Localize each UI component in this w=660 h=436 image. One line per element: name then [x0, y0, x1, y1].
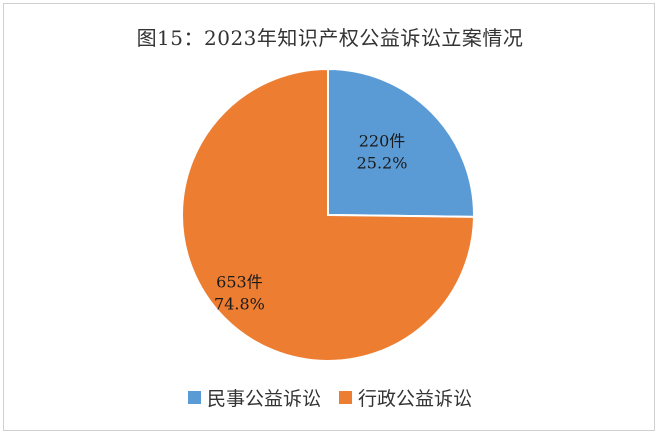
pie-slice-administrative — [181, 67, 476, 362]
legend-item-civil: 民事公益诉讼 — [187, 384, 321, 411]
data-label-percent-civil: 25.2% — [357, 154, 408, 173]
legend-label-administrative: 行政公益诉讼 — [358, 388, 473, 410]
data-label-percent-administrative: 74.8% — [214, 295, 265, 314]
legend: 民事公益诉讼 行政公益诉讼 — [4, 384, 656, 411]
legend-item-administrative: 行政公益诉讼 — [339, 384, 472, 411]
chart-frame: 图15：2023年知识产权公益诉讼立案情况 220件 25.2% 653件 74.8%… — [3, 3, 655, 431]
pie-chart: 220件 25.2% 653件 74.8% — [181, 67, 476, 362]
chart-title: 图15：2023年知识产权公益诉讼立案情况 — [136, 26, 524, 50]
legend-swatch-administrative — [339, 391, 352, 404]
data-label-count-civil: 220件 — [359, 132, 406, 151]
legend-label-civil: 民事公益诉讼 — [206, 388, 321, 410]
pie-slice-civil — [327, 67, 475, 218]
legend-swatch-civil — [187, 391, 201, 404]
data-label-count-administrative: 653件 — [216, 273, 263, 292]
